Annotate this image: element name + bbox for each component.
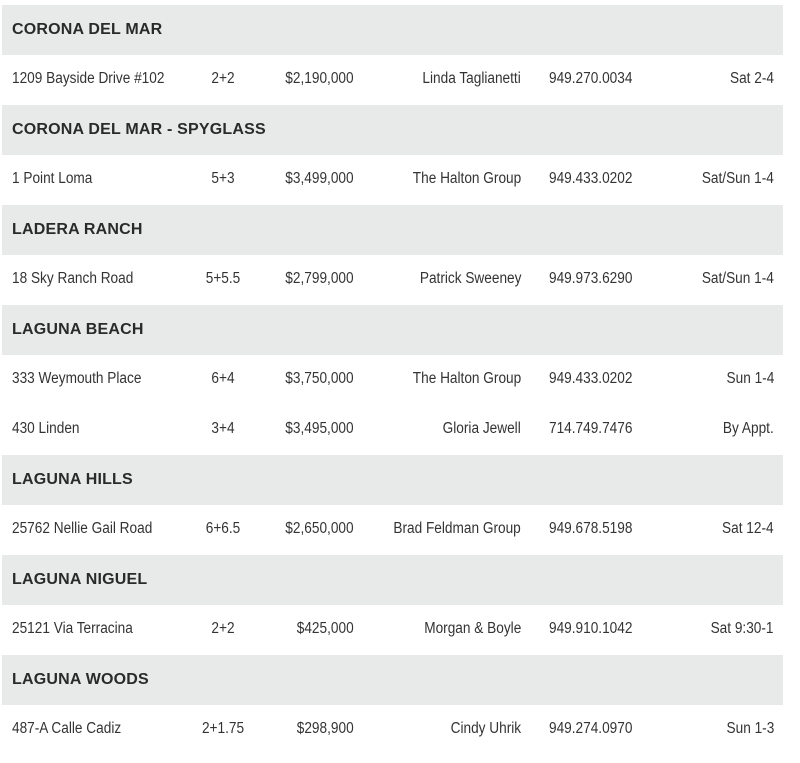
section-header: LADERA RANCH — [2, 205, 783, 255]
open-house-listings-table: CORONA DEL MAR 1209 Bayside Drive #102 2+2… — [2, 5, 783, 755]
listing-open-house-time: Sat/Sun 1-4 — [701, 270, 774, 287]
listing-row: 333 Weymouth Place 6+4 $3,750,000 The Halto… — [12, 370, 774, 387]
listing-phone: 949.973.6290 — [549, 270, 633, 287]
listing-price: $2,799,000 — [285, 270, 354, 287]
listing-row: 1 Point Loma 5+3 $3,499,000 The Halton Grou… — [12, 170, 774, 187]
listing-address: 333 Weymouth Place — [12, 370, 142, 387]
section-header: LAGUNA HILLS — [2, 455, 783, 505]
section-header: CORONA DEL MAR — [2, 5, 783, 55]
listing-agent: The Halton Group — [412, 170, 521, 187]
listing-row: 25121 Via Terracina 2+2 $425,000 Morgan & B… — [12, 620, 774, 637]
listing-agent: Morgan & Boyle — [423, 620, 521, 637]
section-header: LAGUNA WOODS — [2, 655, 783, 705]
section-title: LAGUNA BEACH — [12, 321, 144, 338]
listing-row: 25762 Nellie Gail Road 6+6.5 $2,650,000 Bra… — [12, 520, 774, 537]
listing-price: $3,499,000 — [285, 170, 354, 187]
section-title: LAGUNA HILLS — [12, 471, 133, 488]
listing-price: $3,495,000 — [285, 420, 354, 437]
listing-agent: Brad Feldman Group — [393, 520, 521, 537]
listing-price: $298,900 — [297, 720, 354, 737]
section-header: LAGUNA NIGUEL — [2, 555, 783, 605]
listing-row: 18 Sky Ranch Road 5+5.5 $2,799,000 Patrick … — [12, 270, 774, 287]
listing-address: 25121 Via Terracina — [12, 620, 133, 637]
listing-phone: 949.270.0034 — [549, 70, 633, 87]
section-title: CORONA DEL MAR — [12, 21, 163, 38]
listing-row: 487-A Calle Cadiz 2+1.75 $298,900 Cindy Uhr… — [12, 720, 774, 737]
listing-agent: Patrick Sweeney — [419, 270, 521, 287]
listing-price: $2,650,000 — [285, 520, 354, 537]
listing-agent: Cindy Uhrik — [450, 720, 521, 737]
section-header: CORONA DEL MAR - SPYGLASS — [2, 105, 783, 155]
listing-address: 430 Linden — [12, 420, 80, 437]
listing-address: 25762 Nellie Gail Road — [12, 520, 153, 537]
listing-phone: 714.749.7476 — [549, 420, 633, 437]
listing-phone: 949.274.0970 — [549, 720, 633, 737]
listing-phone: 949.433.0202 — [549, 170, 633, 187]
listing-address: 1209 Bayside Drive #102 — [12, 70, 165, 87]
listing-phone: 949.910.1042 — [549, 620, 633, 637]
listing-open-house-time: Sat 9:30-1 — [711, 620, 774, 637]
listing-agent: Linda Taglianetti — [422, 70, 521, 87]
section-title: CORONA DEL MAR - SPYGLASS — [12, 121, 266, 138]
listing-open-house-time: Sun 1-4 — [726, 370, 774, 387]
listing-open-house-time: By Appt. — [723, 420, 774, 437]
listing-open-house-time: Sun 1-3 — [726, 720, 774, 737]
listing-agent: The Halton Group — [412, 370, 521, 387]
listing-address: 18 Sky Ranch Road — [12, 270, 134, 287]
listing-row: 430 Linden 3+4 $3,495,000 Gloria Jewell 714.… — [12, 420, 774, 437]
listing-row: 1209 Bayside Drive #102 2+2 $2,190,000 Lind… — [12, 70, 774, 87]
listing-phone: 949.433.0202 — [549, 370, 633, 387]
listing-price: $425,000 — [297, 620, 354, 637]
listing-agent: Gloria Jewell — [442, 420, 521, 437]
listing-price: $3,750,000 — [285, 370, 354, 387]
listing-price: $2,190,000 — [285, 70, 354, 87]
section-title: LAGUNA WOODS — [12, 671, 149, 688]
listing-open-house-time: Sat/Sun 1-4 — [701, 170, 774, 187]
listing-open-house-time: Sat 2-4 — [730, 70, 774, 87]
listing-phone: 949.678.5198 — [549, 520, 633, 537]
section-title: LAGUNA NIGUEL — [12, 571, 148, 588]
listing-open-house-time: Sat 12-4 — [722, 520, 774, 537]
section-header: LAGUNA BEACH — [2, 305, 783, 355]
listing-address: 1 Point Loma — [12, 170, 93, 187]
listing-address: 487-A Calle Cadiz — [12, 720, 122, 737]
section-title: LADERA RANCH — [12, 221, 143, 238]
